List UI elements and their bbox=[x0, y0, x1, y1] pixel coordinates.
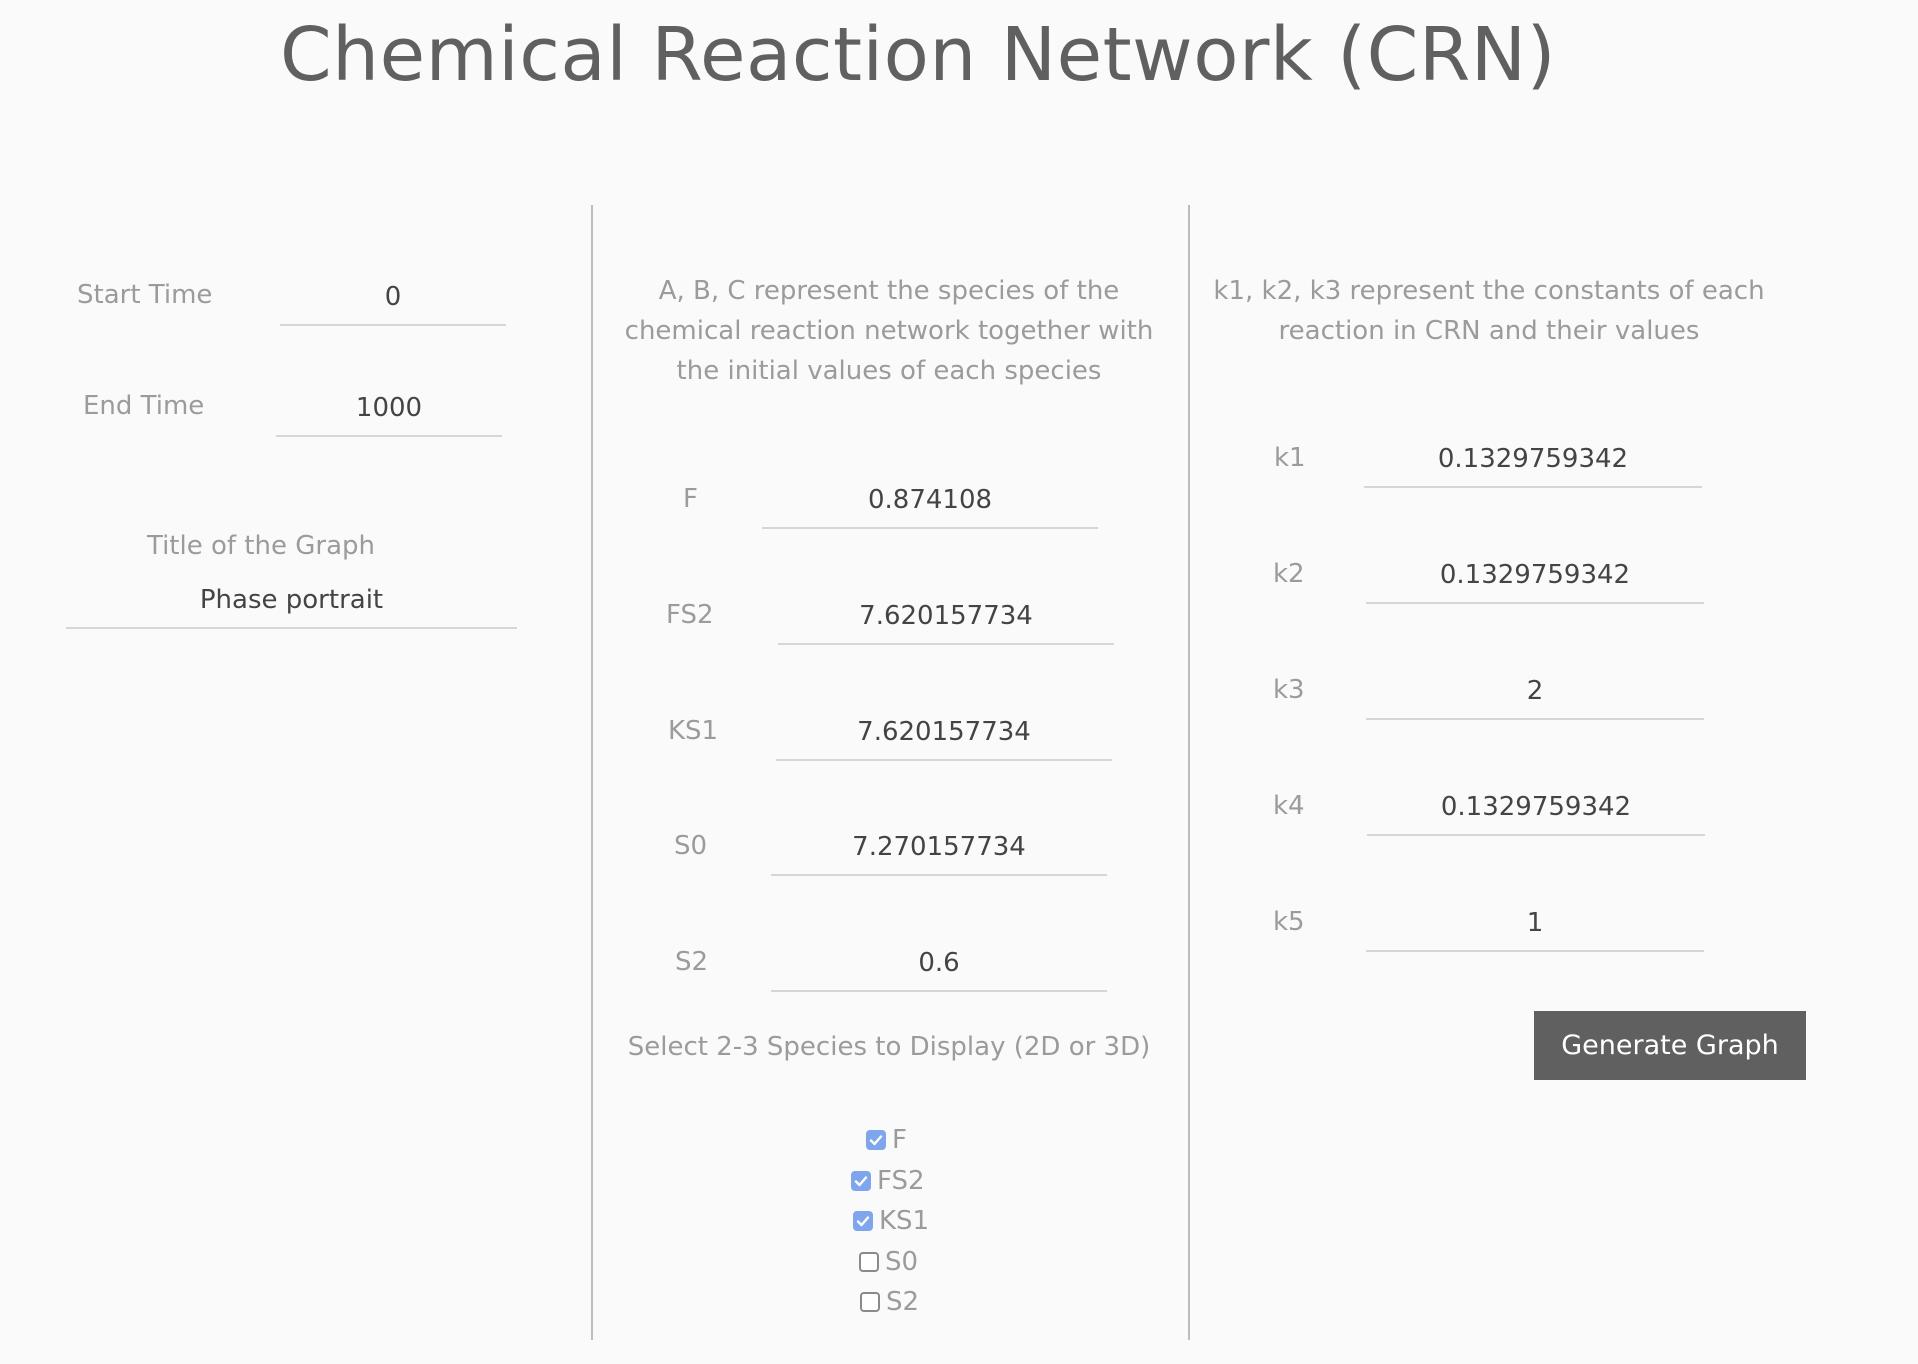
divider-left bbox=[591, 205, 593, 1340]
checkbox-s0[interactable]: S0 bbox=[859, 1244, 918, 1280]
checkbox-f[interactable]: F bbox=[866, 1122, 907, 1158]
species-label-f: F bbox=[683, 484, 698, 514]
page-title: Chemical Reaction Network (CRN) bbox=[280, 12, 1556, 98]
species-label-s2: S2 bbox=[675, 947, 709, 977]
constant-label-k3: k3 bbox=[1273, 675, 1305, 705]
checkbox-checked-icon[interactable] bbox=[853, 1211, 873, 1231]
checkbox-s2[interactable]: S2 bbox=[860, 1284, 919, 1320]
constant-input-k1[interactable] bbox=[1364, 432, 1702, 488]
constant-label-k2: k2 bbox=[1273, 559, 1305, 589]
constants-description: k1, k2, k3 represent the constants of ea… bbox=[1213, 276, 1765, 346]
species-description: A, B, C represent the species of the che… bbox=[624, 276, 1154, 386]
checkbox-label-s0: S0 bbox=[885, 1247, 919, 1277]
graph-title-label: Title of the Graph bbox=[147, 531, 375, 561]
species-label-ks1: KS1 bbox=[668, 716, 719, 746]
species-input-f[interactable] bbox=[762, 473, 1098, 529]
species-label-fs2: FS2 bbox=[666, 600, 714, 630]
start-time-input[interactable] bbox=[280, 270, 506, 326]
generate-graph-button[interactable]: Generate Graph bbox=[1534, 1011, 1806, 1080]
species-input-s0[interactable] bbox=[771, 820, 1107, 876]
checkbox-label-fs2: FS2 bbox=[877, 1166, 925, 1196]
constant-label-k1: k1 bbox=[1274, 443, 1306, 473]
checkbox-fs2[interactable]: FS2 bbox=[851, 1163, 925, 1199]
checkbox-label-s2: S2 bbox=[886, 1287, 920, 1317]
checkbox-ks1[interactable]: KS1 bbox=[853, 1203, 929, 1239]
checkbox-checked-icon[interactable] bbox=[866, 1130, 886, 1150]
graph-title-input[interactable] bbox=[66, 573, 517, 629]
constant-input-k5[interactable] bbox=[1366, 896, 1704, 952]
divider-right bbox=[1188, 205, 1190, 1340]
constant-input-k4[interactable] bbox=[1367, 780, 1705, 836]
checkbox-checked-icon[interactable] bbox=[851, 1171, 871, 1191]
constant-input-k2[interactable] bbox=[1366, 548, 1704, 604]
species-label-s0: S0 bbox=[674, 831, 708, 861]
end-time-input[interactable] bbox=[276, 381, 502, 437]
end-time-label: End Time bbox=[83, 391, 205, 421]
start-time-label: Start Time bbox=[77, 280, 213, 310]
species-input-ks1[interactable] bbox=[776, 705, 1112, 761]
constant-input-k3[interactable] bbox=[1366, 664, 1704, 720]
checkbox-unchecked-icon[interactable] bbox=[859, 1252, 879, 1272]
species-select-label: Select 2-3 Species to Display (2D or 3D) bbox=[627, 1032, 1151, 1062]
constant-label-k5: k5 bbox=[1273, 907, 1305, 937]
checkbox-unchecked-icon[interactable] bbox=[860, 1292, 880, 1312]
constant-label-k4: k4 bbox=[1273, 791, 1305, 821]
checkbox-label-f: F bbox=[892, 1125, 907, 1155]
checkbox-label-ks1: KS1 bbox=[879, 1206, 930, 1236]
species-input-s2[interactable] bbox=[771, 936, 1107, 992]
species-input-fs2[interactable] bbox=[778, 589, 1114, 645]
